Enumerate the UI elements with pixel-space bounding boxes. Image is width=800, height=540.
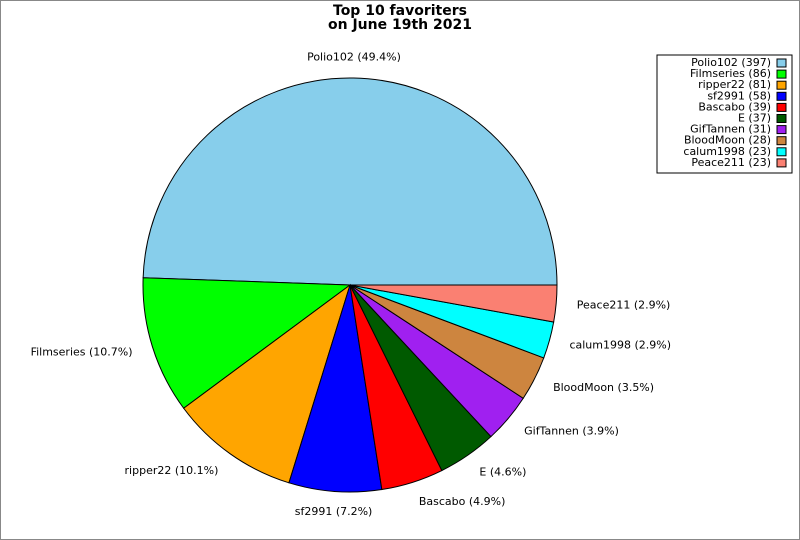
pie-slice [182, 283, 351, 484]
legend-swatch [776, 114, 787, 123]
legend-label: Peace211 (23) [691, 156, 771, 169]
legend-swatch [776, 58, 787, 68]
legend-box [656, 54, 793, 174]
slice-label: Peace211 (2.9%) [577, 298, 671, 311]
legend-swatch [776, 91, 787, 101]
legend-swatch [776, 136, 787, 146]
legend-label: ripper22 (81) [698, 78, 771, 91]
chart-subtitle: on June 19th 2021 [328, 17, 472, 33]
legend-swatch [776, 69, 787, 79]
slice-label: Bascabo (4.9%) [419, 495, 506, 508]
legend-swatch [776, 125, 787, 135]
legend-label: E (37) [738, 112, 771, 125]
legend-label: Bascabo (39) [698, 100, 771, 113]
legend-label: sf2991 (58) [707, 89, 771, 102]
legend-swatch [776, 102, 787, 112]
pie-slice [142, 277, 352, 409]
slice-label: Filmseries (10.7%) [31, 346, 133, 359]
legend-label: Filmseries (86) [690, 67, 771, 80]
slice-label: E (4.6%) [479, 465, 526, 478]
pie-slice [349, 284, 558, 323]
slice-label: ripper22 (10.1%) [125, 464, 219, 477]
legend-label: BloodMoon (28) [684, 134, 771, 147]
slice-label: sf2991 (7.2%) [295, 505, 373, 518]
legend-swatch [776, 147, 787, 157]
slice-label: BloodMoon (3.5%) [553, 381, 654, 394]
legend-swatch [776, 80, 787, 90]
legend-label: calum1998 (23) [683, 145, 771, 158]
slice-label: calum1998 (2.9%) [569, 339, 671, 352]
pie-slice [142, 77, 558, 286]
legend-swatch [776, 158, 787, 168]
slice-label: Polio102 (49.4%) [307, 50, 401, 63]
legend-label: Polio102 (397) [691, 56, 771, 69]
chart-title: Top 10 favoriters [333, 3, 467, 19]
legend-label: GifTannen (31) [690, 123, 771, 136]
slice-label: GifTannen (3.9%) [524, 425, 619, 438]
